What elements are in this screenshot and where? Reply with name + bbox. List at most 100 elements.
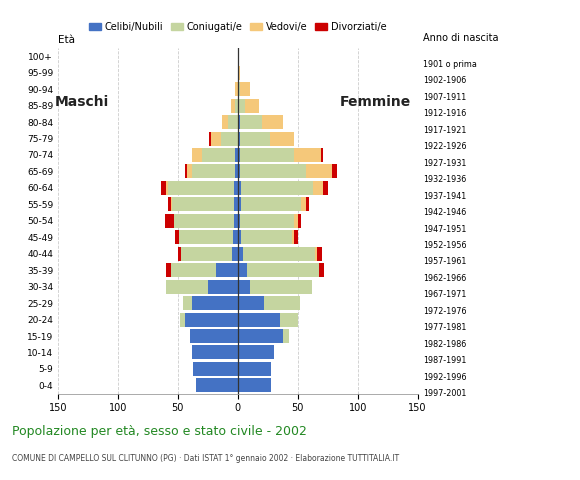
Text: COMUNE DI CAMPELLO SUL CLITUNNO (PG) · Dati ISTAT 1° gennaio 2002 · Elaborazione: COMUNE DI CAMPELLO SUL CLITUNNO (PG) · D…: [12, 454, 398, 463]
Bar: [171, 197, 172, 211]
Bar: [238, 181, 241, 195]
Bar: [314, 247, 317, 261]
Bar: [190, 329, 238, 343]
Bar: [242, 247, 314, 261]
Bar: [234, 181, 238, 195]
Text: 1927-1931: 1927-1931: [423, 159, 467, 168]
Bar: [292, 230, 294, 244]
Bar: [240, 132, 270, 145]
Bar: [238, 132, 240, 145]
Bar: [238, 230, 241, 244]
Text: Popolazione per età, sesso e stato civile - 2002: Popolazione per età, sesso e stato civil…: [12, 425, 306, 438]
Text: Femmine: Femmine: [340, 95, 411, 109]
Bar: [202, 148, 235, 162]
Bar: [238, 296, 264, 310]
Text: 1902-1906: 1902-1906: [423, 76, 467, 85]
Bar: [302, 197, 306, 211]
Bar: [241, 230, 292, 244]
Bar: [238, 263, 248, 277]
Bar: [313, 181, 323, 195]
Bar: [172, 197, 234, 211]
Text: 1972-1976: 1972-1976: [423, 307, 467, 316]
Text: 1982-1986: 1982-1986: [423, 340, 467, 349]
Bar: [245, 98, 259, 113]
Bar: [238, 312, 280, 326]
Bar: [323, 181, 328, 195]
Bar: [280, 312, 298, 326]
Text: 1952-1956: 1952-1956: [423, 241, 467, 250]
Bar: [176, 230, 179, 244]
Bar: [174, 214, 234, 228]
Text: 1922-1926: 1922-1926: [423, 142, 467, 151]
Bar: [179, 230, 233, 244]
Bar: [284, 329, 289, 343]
Text: 1932-1936: 1932-1936: [423, 175, 467, 184]
Text: 1947-1951: 1947-1951: [423, 225, 467, 234]
Bar: [238, 329, 284, 343]
Bar: [208, 280, 238, 294]
Bar: [235, 98, 238, 113]
Bar: [192, 296, 238, 310]
Bar: [171, 263, 216, 277]
Text: 1967-1971: 1967-1971: [423, 290, 467, 300]
Bar: [306, 197, 309, 211]
Bar: [232, 247, 238, 261]
Bar: [238, 165, 240, 179]
Bar: [240, 214, 294, 228]
Bar: [250, 280, 312, 294]
Bar: [192, 346, 238, 360]
Text: 1917-1921: 1917-1921: [423, 126, 467, 135]
Bar: [235, 165, 238, 179]
Bar: [238, 280, 250, 294]
Bar: [238, 247, 242, 261]
Text: 1901 o prima: 1901 o prima: [423, 60, 477, 69]
Bar: [212, 132, 221, 145]
Text: 1997-2001: 1997-2001: [423, 389, 467, 398]
Text: Maschi: Maschi: [55, 95, 109, 109]
Bar: [233, 230, 238, 244]
Bar: [238, 197, 241, 211]
Text: 1987-1991: 1987-1991: [423, 356, 467, 365]
Text: 1977-1981: 1977-1981: [423, 323, 467, 332]
Bar: [209, 132, 212, 145]
Bar: [228, 115, 238, 129]
Bar: [165, 214, 174, 228]
Text: Anno di nascita: Anno di nascita: [423, 33, 499, 43]
Bar: [264, 296, 300, 310]
Bar: [180, 312, 185, 326]
Bar: [241, 181, 313, 195]
Text: 1942-1946: 1942-1946: [423, 208, 467, 217]
Bar: [222, 115, 228, 129]
Bar: [192, 148, 202, 162]
Text: 1957-1961: 1957-1961: [423, 257, 467, 266]
Bar: [241, 197, 302, 211]
Bar: [192, 165, 235, 179]
Bar: [161, 181, 166, 195]
Bar: [238, 346, 274, 360]
Bar: [166, 181, 168, 195]
Bar: [178, 247, 182, 261]
Bar: [196, 378, 238, 392]
Bar: [320, 263, 324, 277]
Text: Età: Età: [58, 35, 75, 45]
Bar: [238, 82, 240, 96]
Bar: [238, 362, 271, 376]
Bar: [270, 132, 294, 145]
Bar: [306, 165, 332, 179]
Text: 1907-1911: 1907-1911: [423, 93, 467, 102]
Bar: [238, 66, 240, 80]
Bar: [238, 115, 240, 129]
Bar: [248, 263, 320, 277]
Bar: [182, 247, 232, 261]
Bar: [235, 148, 238, 162]
Bar: [262, 115, 284, 129]
Bar: [294, 148, 321, 162]
Bar: [240, 165, 306, 179]
Bar: [294, 214, 298, 228]
Bar: [238, 148, 240, 162]
Bar: [231, 98, 235, 113]
Bar: [185, 165, 187, 179]
Bar: [185, 312, 238, 326]
Text: 1937-1941: 1937-1941: [423, 192, 467, 201]
Bar: [238, 98, 245, 113]
